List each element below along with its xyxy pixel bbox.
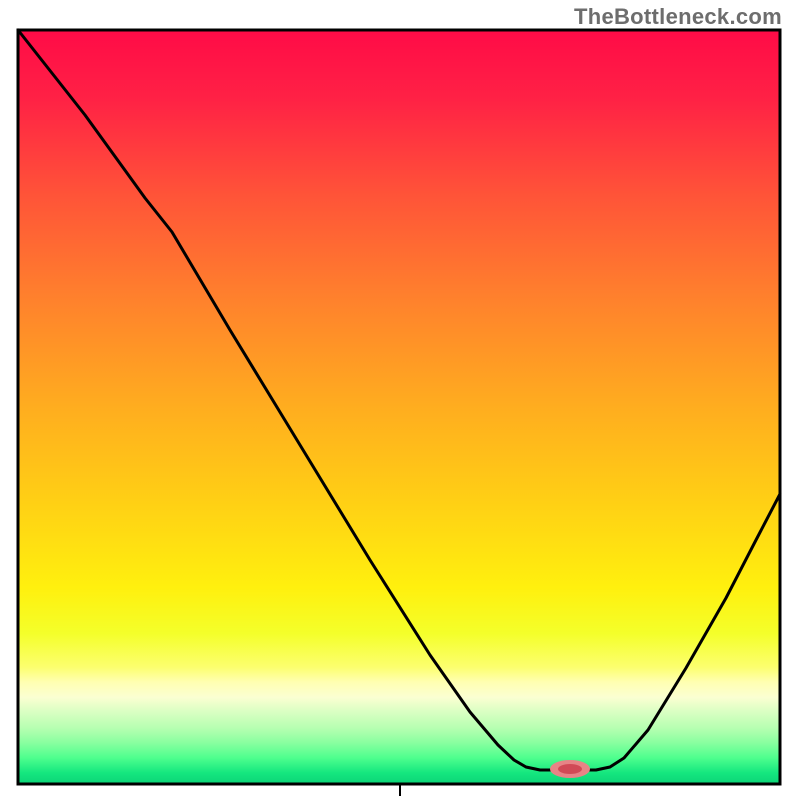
stage: TheBottleneck.com: [0, 0, 800, 800]
watermark-text: TheBottleneck.com: [574, 4, 782, 30]
bottleneck-curve-chart: [0, 0, 800, 800]
optimum-marker-core: [558, 764, 582, 774]
plot-background: [18, 30, 780, 784]
